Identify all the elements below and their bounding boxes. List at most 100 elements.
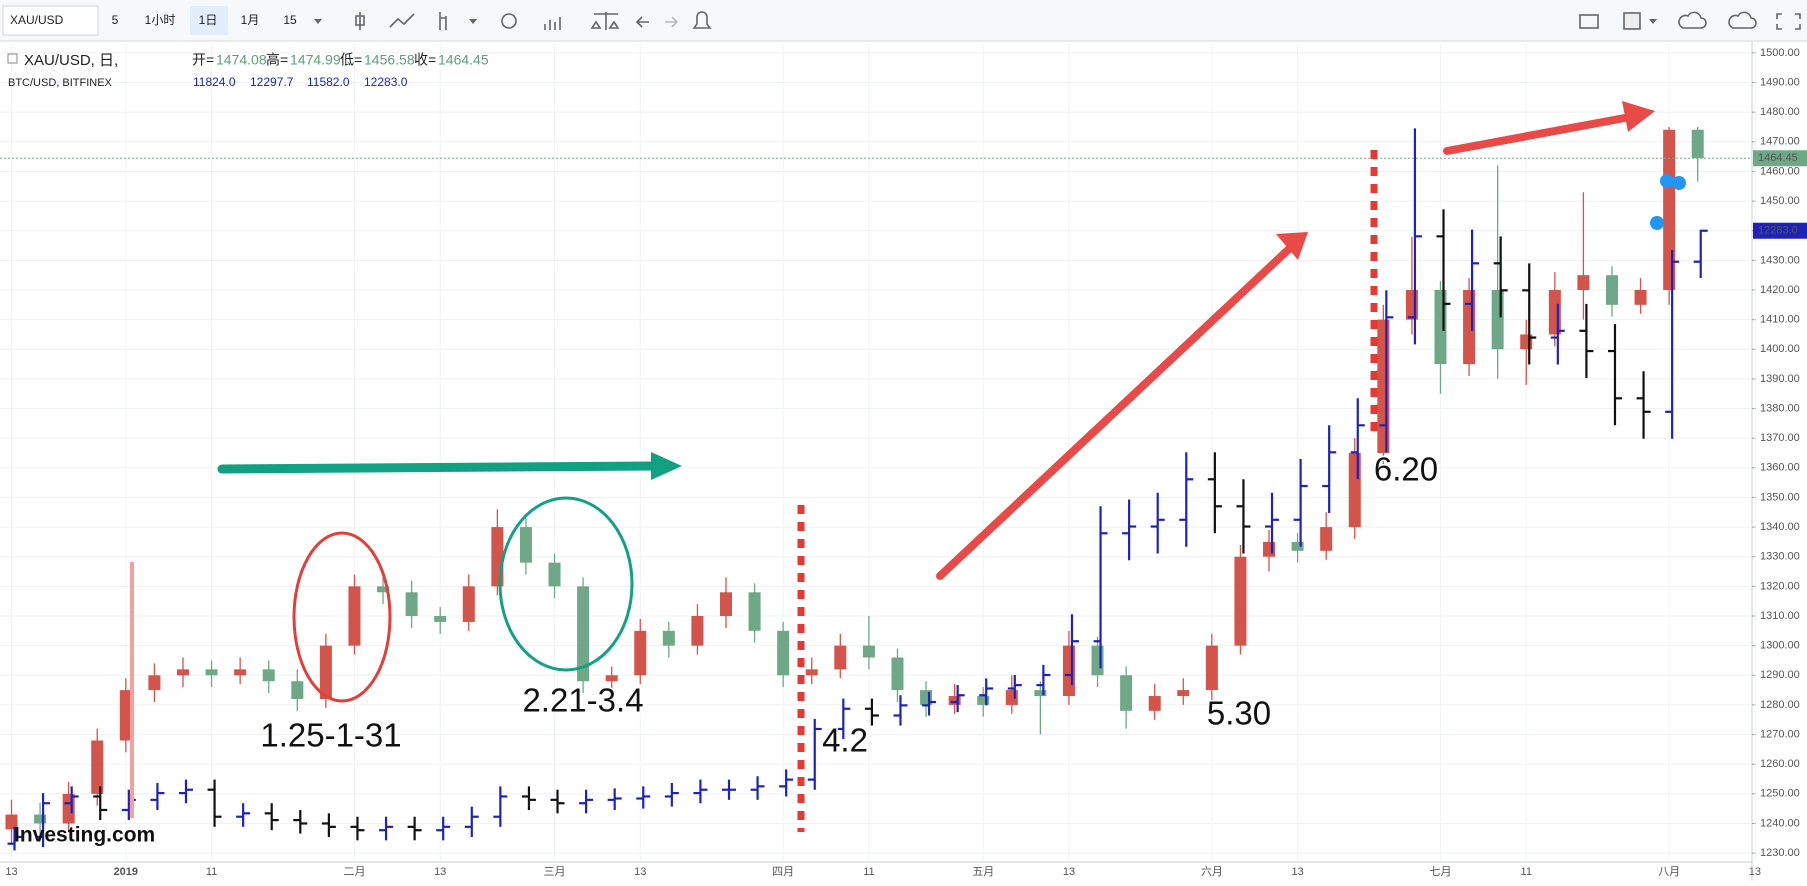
y-tick-label: 1430.00 <box>1760 254 1800 266</box>
interval-button[interactable]: 5 <box>112 13 119 27</box>
toolbar <box>0 0 1807 41</box>
y-tick-label: 1420.00 <box>1760 284 1800 296</box>
y-tick-label: 1290.00 <box>1760 669 1800 681</box>
candle-body <box>862 645 875 658</box>
x-tick-label: 11 <box>206 866 217 878</box>
event-marker[interactable] <box>1672 176 1686 190</box>
alert-icon[interactable] <box>692 11 712 29</box>
fullscreen-icon[interactable] <box>1776 13 1801 30</box>
x-tick-label: 11 <box>863 866 874 878</box>
candle-body <box>119 690 132 741</box>
redo-icon[interactable] <box>665 16 679 28</box>
legend-ohlc-label: 高= <box>266 52 288 68</box>
camera-icon[interactable] <box>1579 14 1599 29</box>
candle-body <box>1291 541 1304 551</box>
candle-body <box>462 586 475 622</box>
candle-body <box>834 645 847 670</box>
dropdown[interactable] <box>469 19 477 24</box>
x-tick-label: 2019 <box>114 866 138 878</box>
candle-body <box>1005 690 1018 705</box>
candle-body <box>1663 129 1676 290</box>
y-tick-label: 1390.00 <box>1760 373 1800 385</box>
x-tick-label: 13 <box>5 866 17 878</box>
annotation-text: 5.30 <box>1207 695 1271 732</box>
x-tick-label: 五月 <box>972 866 994 878</box>
watermark: Investing.com <box>14 824 155 847</box>
candle-body <box>1405 289 1418 320</box>
candle-body <box>1062 645 1075 697</box>
compare-icon[interactable] <box>590 12 620 30</box>
y-tick-label: 1270.00 <box>1760 728 1800 740</box>
drawings <box>130 101 1686 832</box>
undo-icon[interactable] <box>635 16 649 28</box>
candle-body <box>548 562 561 587</box>
candle-body <box>634 630 647 676</box>
candle-body <box>377 586 390 593</box>
legend-toggle[interactable] <box>7 53 18 64</box>
candle-body <box>1434 289 1447 365</box>
y-tick-label: 1500.00 <box>1760 47 1800 59</box>
price-marks: 1464.45 12283.0 <box>0 126 1807 851</box>
y-tick-label: 1350.00 <box>1760 491 1800 503</box>
candle-body <box>205 669 218 676</box>
candle-body <box>1205 645 1218 691</box>
event-marker[interactable] <box>1650 216 1664 230</box>
candle-body <box>1034 690 1047 697</box>
candle-body <box>1491 289 1504 350</box>
interval-button[interactable]: 1小时 <box>145 13 176 27</box>
color-icon[interactable] <box>1623 12 1641 30</box>
dropdown[interactable] <box>314 19 322 24</box>
legend-values: 开= 1474.08 11824.0 高= 1474.99 12297.7 低= 1456.5… <box>192 52 489 89</box>
interval-button[interactable]: 1日 <box>199 13 218 27</box>
btc-price-label: 12283.0 <box>1758 225 1798 237</box>
candle-body <box>748 592 761 631</box>
green-arrow-head <box>651 452 682 480</box>
interval-button[interactable]: 15 <box>283 13 297 27</box>
active-interval <box>190 6 228 35</box>
candle-body <box>148 675 161 691</box>
line-icon[interactable] <box>389 13 415 28</box>
candle-body <box>1463 289 1476 365</box>
y-tick-label: 1480.00 <box>1760 106 1800 118</box>
red-arrow-head <box>1276 232 1308 260</box>
settings-icon[interactable] <box>501 13 517 29</box>
legend-ohlc-value: 1464.45 <box>438 52 489 68</box>
dropdown[interactable] <box>1649 19 1657 24</box>
indicator-icon[interactable] <box>439 12 447 30</box>
candle-body <box>1348 453 1361 528</box>
y-tick-label: 1490.00 <box>1760 76 1800 88</box>
candle-body <box>1377 319 1390 453</box>
candle-body <box>34 814 47 824</box>
y-tick-label: 1340.00 <box>1760 521 1800 533</box>
candle-body <box>262 669 275 682</box>
legend-ohlc-label: 收= <box>414 52 436 68</box>
candle-body <box>777 630 790 676</box>
candle-icon[interactable] <box>355 12 365 30</box>
symbol-box[interactable] <box>2 5 99 36</box>
candle-body <box>1177 690 1190 697</box>
y-tick-label: 1400.00 <box>1760 343 1800 355</box>
candle-body <box>1605 275 1618 305</box>
candle-body <box>948 696 961 705</box>
y-tick-label: 1410.00 <box>1760 314 1800 326</box>
event-marker[interactable] <box>1660 174 1674 188</box>
candle-body <box>5 814 18 830</box>
x-tick-label: 13 <box>1063 866 1075 878</box>
candle-body <box>1263 541 1276 557</box>
cloud-down-icon[interactable] <box>1678 11 1707 29</box>
volume-icon[interactable] <box>544 17 561 30</box>
btc-price-tag <box>1753 222 1807 239</box>
interval-button[interactable]: 1月 <box>241 13 260 27</box>
y-tick-label: 1370.00 <box>1760 432 1800 444</box>
candle-body <box>662 630 675 646</box>
toolbar-icons <box>355 11 1801 30</box>
x-tick-label: 13 <box>634 866 646 878</box>
symbol-input[interactable]: XAU/USD <box>10 13 64 27</box>
candle-body <box>605 675 618 682</box>
legend-ohlc-value: 1474.08 <box>216 52 267 68</box>
candle-body <box>805 669 818 676</box>
legend-ohlc-value: 1474.99 <box>290 52 341 68</box>
candle-body <box>519 527 532 563</box>
cloud-up-icon[interactable] <box>1728 11 1757 29</box>
